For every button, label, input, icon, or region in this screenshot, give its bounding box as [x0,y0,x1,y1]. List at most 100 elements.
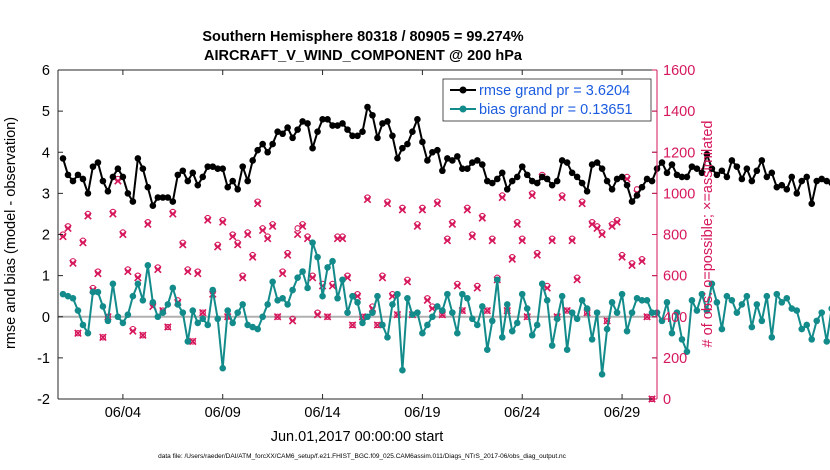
rmse-point [728,157,736,164]
y2-tick-label: 800 [663,228,687,244]
rmse-point [588,161,596,168]
rmse-point [69,177,77,185]
obs-assimilated-marker [218,218,227,226]
x-tick-label: 06/29 [604,405,640,421]
bias-point [738,301,746,308]
bias-point [513,319,521,327]
rmse-point [444,155,451,162]
rmse-point [658,159,666,166]
rmse-point [249,157,256,164]
rmse-point [164,194,172,201]
rmse-point [94,159,102,166]
obs-assimilated-marker [313,310,322,319]
rmse-point [394,155,401,162]
x-axis-label: Jun.01,2017 00:00:00 start [271,429,444,445]
rmse-point [234,185,241,193]
rmse-point [583,188,591,195]
rmse-point [548,181,556,189]
obs-assimilated-marker [373,321,382,329]
bias-point [184,338,192,345]
bias-point [154,313,162,321]
bias-point [249,323,256,331]
rmse-point [758,157,766,164]
bias-point [813,317,821,325]
rmse-point [79,175,87,183]
rmse-point [294,126,301,133]
bias-point [389,301,396,308]
bias-point [349,292,356,300]
obs-assimilated-marker [134,273,142,282]
rmse-point [419,138,426,146]
rmse-point [483,177,491,185]
bias-point [344,309,351,316]
rmse-point [429,148,436,156]
bias-point [309,239,316,247]
rmse-point [374,134,381,142]
bias-point [224,307,232,314]
rmse-point [399,144,406,152]
rmse-point [209,163,217,170]
obs-assimilated-marker [139,331,147,340]
rmse-point [808,200,816,207]
bias-point [364,313,371,321]
obs-assimilated-marker [119,230,127,239]
bias-point [354,299,361,306]
obs-assimilated-marker [303,234,312,243]
bias-point [798,325,806,333]
bias-point [199,315,207,323]
rmse-point [753,167,761,175]
rmse-point [354,132,361,140]
rmse-point [638,183,646,191]
rmse-point [174,171,182,179]
obs-assimilated-marker [448,220,457,228]
rmse-point [498,169,506,177]
obs-assimilated-marker [74,329,82,337]
bias-point [204,321,212,329]
obs-assimilated-marker [84,212,92,220]
y-tick-label: -2 [37,392,50,408]
rmse-point [224,183,232,191]
rmse-point [134,155,142,162]
bias-point [464,294,471,302]
obs-assimilated-marker [64,224,72,233]
obs-assimilated-marker [278,269,287,278]
obs-possible-marker [603,317,611,325]
rmse-point [194,181,202,189]
rmse-point [244,177,251,185]
y-tick-label: 2 [42,228,50,244]
rmse-point [688,163,696,170]
rmse-point [493,175,501,183]
bias-point [788,305,796,312]
rmse-point [454,153,461,160]
rmse-point [578,179,586,187]
y-tick-label: 0 [42,310,50,326]
bias-point [603,325,611,333]
y-tick-label: -1 [37,351,50,367]
bias-point [588,336,596,343]
obs-assimilated-marker [418,206,427,214]
bias-point [279,294,286,302]
bias-point [404,294,411,302]
y-tick-label: 3 [42,186,50,202]
rmse-point [533,179,541,187]
bias-point [114,313,122,321]
obs-assimilated-marker [79,238,87,247]
bias-point [59,290,67,298]
rmse-point [723,173,731,181]
obs-assimilated-marker [169,210,177,218]
bias-point [543,297,551,304]
obs-assimilated-marker [363,195,372,204]
bias-point [623,327,631,335]
obs-assimilated-marker [109,210,117,218]
bias-point [683,348,691,356]
bias-point [523,305,531,312]
rmse-point [144,183,152,191]
obs-assimilated-marker [513,220,521,228]
rmse-point [459,165,466,172]
bias-point [219,364,227,372]
rmse-point [299,118,306,125]
rmse-point [713,171,721,179]
obs-possible-marker [484,307,491,314]
bias-point [379,321,386,329]
obs-assimilated-marker [238,273,247,282]
